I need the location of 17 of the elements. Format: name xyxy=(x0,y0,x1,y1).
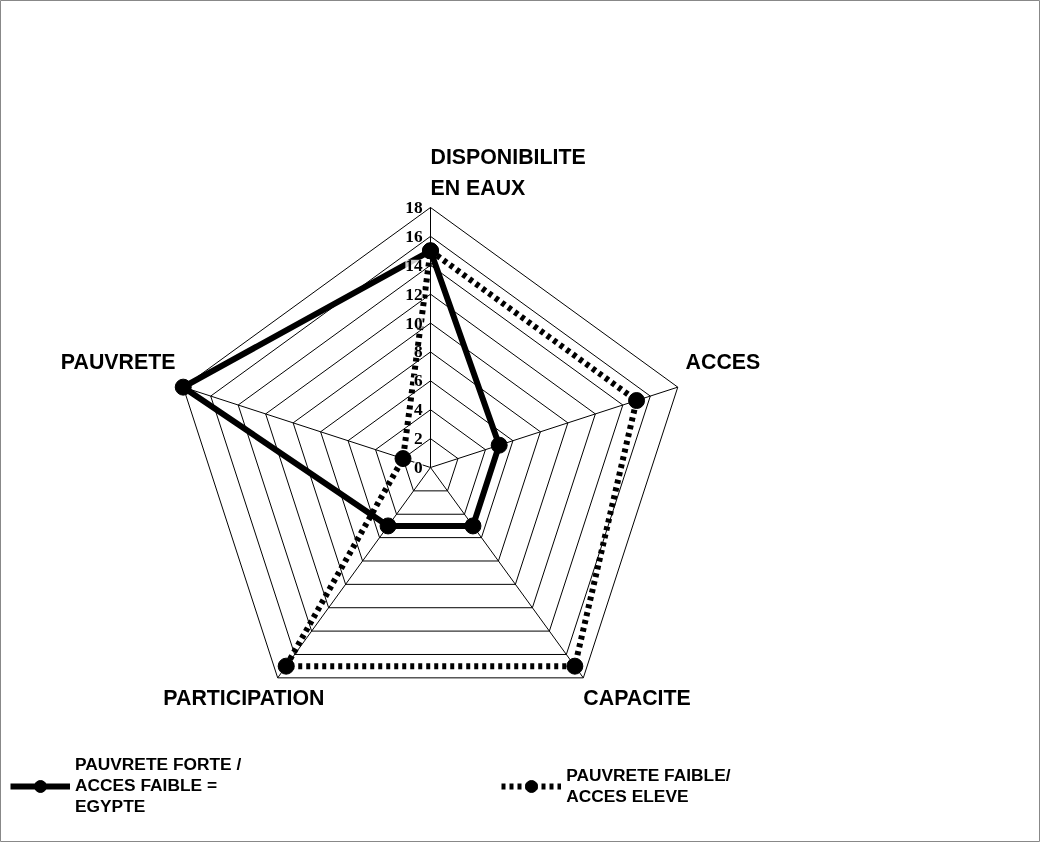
spoke-label: PARTICIPATION xyxy=(163,685,325,710)
y-tick-label: 10 xyxy=(405,313,423,333)
legend-label: PAUVRETE FAIBLE/ ACCES ELEVE xyxy=(566,764,731,807)
y-tick-label: 18 xyxy=(405,198,424,217)
spoke-label: PAUVRETE xyxy=(60,350,176,375)
y-tick-label: 6 xyxy=(414,371,424,391)
y-tick-label: 14 xyxy=(405,255,424,275)
spoke-label: DISPONIBILITE EN EAUX xyxy=(430,144,586,200)
y-tick-label: 12 xyxy=(405,284,423,304)
spoke-label: ACCES xyxy=(685,350,761,375)
y-tick-label: 0 xyxy=(414,458,423,477)
legend-label: PAUVRETE FORTE / ACCES FAIBLE = EGYPTE xyxy=(75,754,242,817)
y-tick-label: 16 xyxy=(405,226,424,246)
y-tick-label: 8 xyxy=(414,342,424,362)
spoke-label: CAPACITE xyxy=(583,685,691,710)
y-tick-label: 2 xyxy=(414,429,423,449)
y-tick-label: 4 xyxy=(414,400,424,420)
